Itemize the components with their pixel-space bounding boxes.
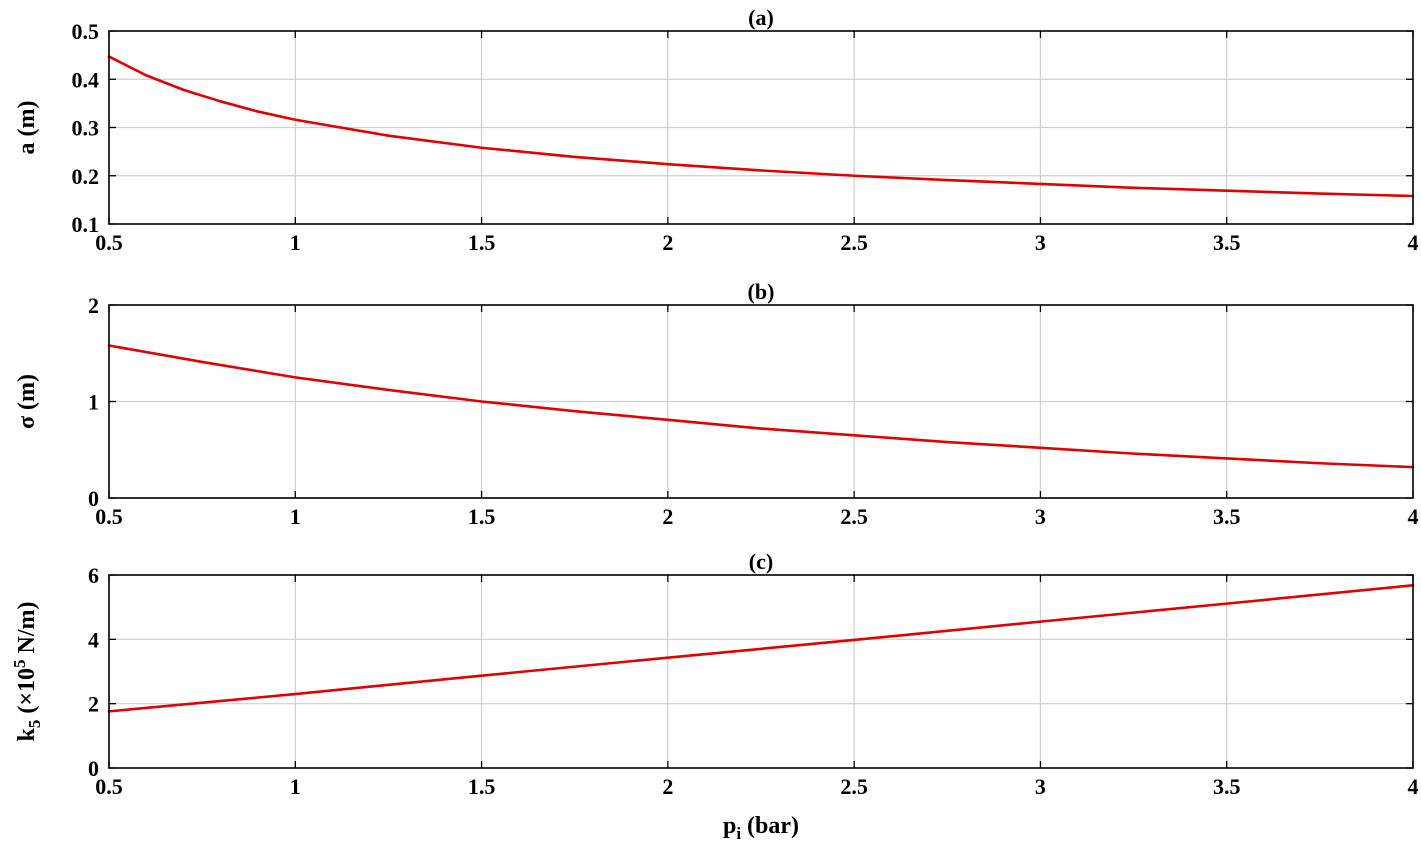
y-tick-label: 0.2 — [72, 164, 100, 189]
x-tick-label: 1 — [290, 774, 301, 799]
y-tick-label: 0 — [88, 486, 99, 511]
series-line-2-0 — [107, 583, 1415, 713]
x-tick-label: 1.5 — [468, 504, 496, 529]
x-tick-label: 3.5 — [1213, 504, 1241, 529]
x-tick-label: 2.5 — [840, 504, 868, 529]
y-axis-label: k5 (×105 N/m) — [10, 601, 44, 741]
y-tick-label: 0.3 — [72, 116, 100, 141]
x-tick-label: 4 — [1408, 504, 1419, 529]
x-tick-label: 4 — [1408, 230, 1419, 255]
y-tick-label: 0 — [88, 756, 99, 781]
x-tick-label: 4 — [1408, 774, 1419, 799]
x-tick-label: 3 — [1035, 504, 1046, 529]
y-tick-label: 0.5 — [72, 19, 100, 44]
series-line-1-0 — [107, 344, 1415, 469]
x-tick-label: 3 — [1035, 230, 1046, 255]
y-tick-label: 2 — [88, 293, 99, 318]
y-tick-label: 6 — [88, 563, 99, 588]
y-tick-label: 0.4 — [72, 67, 100, 92]
plot-frame — [108, 30, 1414, 225]
x-tick-label: 3.5 — [1213, 230, 1241, 255]
y-tick-label: 4 — [88, 627, 99, 652]
x-tick-label: 1.5 — [468, 774, 496, 799]
y-tick-label: 1 — [88, 390, 99, 415]
panel-title: (b) — [748, 279, 775, 304]
plot-frame — [108, 574, 1414, 769]
y-axis-label: σ (m) — [14, 374, 40, 429]
panel-2: 0.5 1 1.5 2 2.5 3 3.5 4 0 2 4 6 (c) k5 (×105 N/m) pi (… — [10, 549, 1419, 843]
y-tick-label: 2 — [88, 692, 99, 717]
panel-0: 0.5 1 1.5 2 2.5 3 3.5 4 0.1 0.2 0.3 0.4 0.5 (a) a (m) — [14, 5, 1419, 255]
x-tick-label: 1 — [290, 230, 301, 255]
x-axis-label: pi (bar) — [723, 813, 799, 843]
x-tick-label: 3.5 — [1213, 774, 1241, 799]
x-tick-label: 0.5 — [95, 230, 123, 255]
plot-frame — [108, 304, 1414, 499]
series-line-0-0 — [107, 55, 1415, 198]
x-tick-label: 2.5 — [840, 774, 868, 799]
y-axis-label: a (m) — [14, 101, 40, 155]
panel-1: 0.5 1 1.5 2 2.5 3 3.5 4 0 1 2 (b) σ (m) — [14, 279, 1419, 529]
x-tick-label: 3 — [1035, 774, 1046, 799]
x-tick-label: 2 — [662, 230, 673, 255]
x-tick-label: 2 — [662, 504, 673, 529]
panel-title: (a) — [748, 5, 774, 30]
x-tick-label: 0.5 — [95, 504, 123, 529]
x-tick-label: 1 — [290, 504, 301, 529]
y-tick-label: 0.1 — [72, 212, 100, 237]
x-tick-label: 2 — [662, 774, 673, 799]
x-tick-label: 0.5 — [95, 774, 123, 799]
x-tick-label: 1.5 — [468, 230, 496, 255]
panel-title: (c) — [749, 549, 773, 574]
x-tick-label: 2.5 — [840, 230, 868, 255]
